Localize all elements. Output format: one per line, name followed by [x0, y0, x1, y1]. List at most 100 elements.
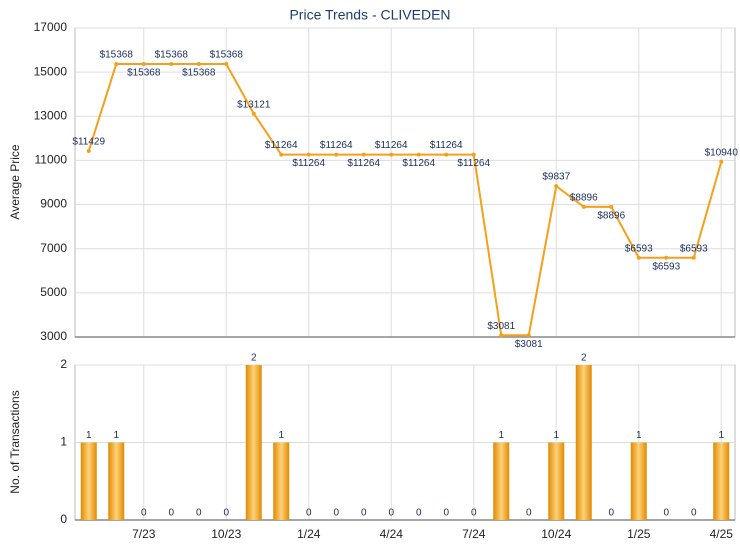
data-label: $8896 — [597, 211, 625, 222]
point — [224, 62, 229, 67]
x-tick-label: 10/24 — [541, 527, 571, 541]
data-label: 1 — [278, 430, 284, 441]
data-label: $15368 — [127, 68, 161, 79]
data-label: $8896 — [570, 193, 598, 204]
point — [141, 62, 146, 67]
data-label: $11264 — [402, 158, 435, 169]
point — [251, 111, 256, 116]
data-label: $6593 — [625, 243, 653, 254]
chart-title: Price Trends - CLIVEDEN — [289, 7, 450, 23]
x-tick-label: 4/25 — [710, 527, 734, 541]
data-label: $11264 — [457, 158, 490, 169]
point — [361, 152, 366, 157]
data-label: $11264 — [375, 140, 408, 151]
data-label: 1 — [636, 430, 642, 441]
bar — [80, 442, 97, 520]
plot-area — [74, 27, 736, 338]
data-label: $11264 — [265, 140, 298, 151]
y-tick-label: 5000 — [40, 285, 67, 299]
point — [416, 152, 421, 157]
data-label: $11264 — [430, 140, 463, 151]
point — [499, 333, 504, 338]
data-label: 0 — [691, 508, 697, 519]
data-label: 0 — [333, 508, 339, 519]
data-label: $15368 — [155, 50, 189, 61]
data-label: $3081 — [515, 339, 543, 350]
data-label: 2 — [251, 353, 257, 364]
data-label: $15368 — [210, 50, 244, 61]
y-axis-label: No. of Transactions — [8, 390, 22, 493]
point — [169, 62, 174, 67]
bar — [493, 442, 510, 520]
x-tick-label: 7/23 — [132, 527, 156, 541]
data-label: 0 — [306, 508, 312, 519]
data-label: 0 — [223, 508, 229, 519]
x-tick-label: 1/25 — [627, 527, 651, 541]
data-label: 0 — [361, 508, 367, 519]
point — [389, 152, 394, 157]
data-label: 2 — [581, 353, 587, 364]
data-label: 0 — [196, 508, 202, 519]
y-tick-label: 9000 — [40, 197, 67, 211]
data-label: $11429 — [72, 137, 105, 148]
point — [691, 255, 696, 260]
point — [526, 333, 531, 338]
data-label: $6593 — [680, 243, 708, 254]
data-label: 1 — [498, 430, 504, 441]
point — [114, 62, 119, 67]
data-label: 0 — [471, 508, 477, 519]
data-label: $10940 — [705, 147, 739, 158]
data-label: 1 — [86, 430, 92, 441]
point — [86, 148, 91, 153]
data-label: $3081 — [487, 321, 515, 332]
point — [664, 255, 669, 260]
x-tick-label: 7/24 — [462, 527, 486, 541]
point — [444, 152, 449, 157]
point — [719, 159, 724, 164]
data-label: $15368 — [182, 68, 216, 79]
data-label: 0 — [526, 508, 532, 519]
data-label: 0 — [663, 508, 669, 519]
bar — [273, 442, 290, 520]
point — [196, 62, 201, 67]
y-tick-label: 13000 — [34, 108, 68, 122]
price-line — [87, 63, 723, 337]
data-label: 0 — [168, 508, 174, 519]
x-tick-label: 1/24 — [297, 527, 321, 541]
data-label: 1 — [113, 430, 119, 441]
data-label: 0 — [608, 508, 614, 519]
y-tick-label: 1 — [60, 435, 67, 449]
y-tick-label: 17000 — [34, 20, 68, 34]
point — [554, 184, 559, 189]
data-label: $11264 — [347, 158, 380, 169]
data-label: 0 — [443, 508, 449, 519]
data-label: 0 — [388, 508, 394, 519]
bar — [713, 442, 730, 520]
data-label: 1 — [553, 430, 559, 441]
bar — [245, 365, 262, 520]
bar — [630, 442, 647, 520]
y-tick-label: 7000 — [40, 241, 67, 255]
data-label: $13121 — [237, 99, 271, 110]
y-tick-label: 3000 — [40, 329, 67, 343]
y-tick-label: 2 — [60, 357, 67, 371]
y-tick-label: 15000 — [34, 64, 68, 78]
data-label: $6593 — [652, 261, 680, 272]
bar — [575, 365, 592, 520]
x-tick-label: 4/24 — [380, 527, 404, 541]
point — [636, 255, 641, 260]
data-label: $9837 — [542, 172, 570, 183]
x-tick-label: 10/23 — [211, 527, 241, 541]
data-label: 0 — [416, 508, 422, 519]
point — [471, 152, 476, 157]
data-label: $15368 — [100, 50, 134, 61]
data-label: $11264 — [292, 158, 325, 169]
bar — [548, 442, 565, 520]
data-label: 1 — [718, 430, 724, 441]
bar — [108, 442, 125, 520]
y-axis-label: Average Price — [8, 144, 22, 219]
point — [609, 204, 614, 209]
y-tick-label: 11000 — [35, 153, 68, 167]
point — [581, 204, 586, 209]
